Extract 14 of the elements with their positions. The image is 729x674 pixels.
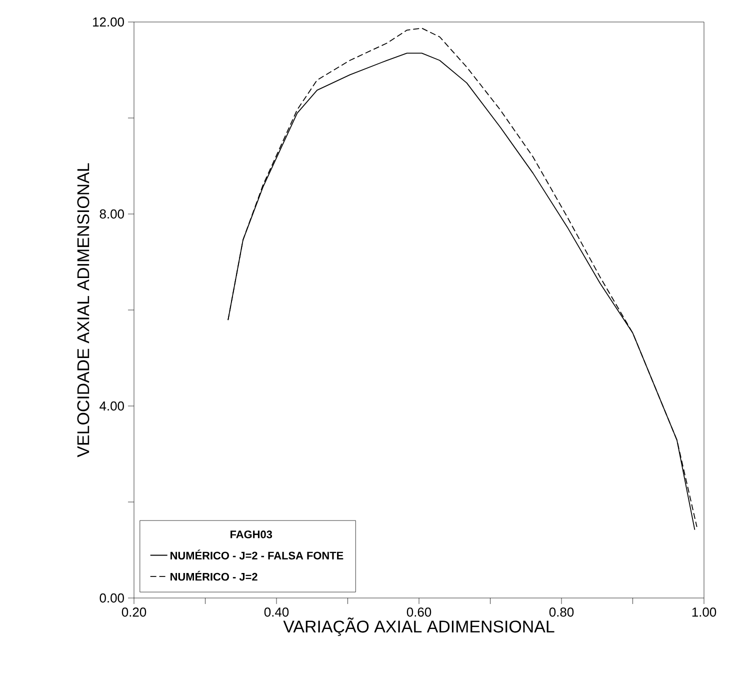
x-tick-label: 0.20 [122, 608, 146, 617]
legend-label: NUMÉRICO - J=2 - FALSA FONTE [170, 550, 344, 560]
y-axis-title: VELOCIDADE AXIAL ADIMENSIONAL [77, 163, 90, 458]
y-tick-label: 4.00 [100, 401, 124, 411]
x-axis-title: VARIAÇÃO AXIAL ADIMENSIONAL [283, 618, 554, 636]
x-tick-label: 0.80 [549, 608, 574, 617]
x-tick-label: 1.00 [692, 608, 716, 617]
y-tick-label: 8.00 [100, 209, 124, 219]
legend-label: NUMÉRICO - J=2 [170, 570, 258, 581]
x-tick-label: 0.40 [264, 608, 289, 617]
y-tick-label: 0.00 [100, 593, 124, 603]
y-tick-label: 12.00 [93, 17, 124, 27]
x-tick-label: 0.60 [406, 608, 432, 617]
legend-title: FAGH03 [230, 530, 272, 538]
